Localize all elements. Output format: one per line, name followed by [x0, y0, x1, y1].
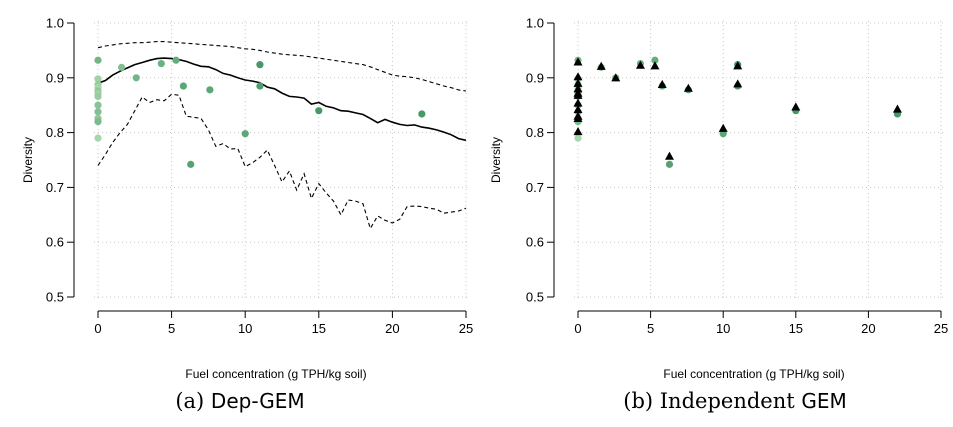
data-point	[241, 130, 249, 138]
triangle-point	[573, 78, 583, 87]
x-tick-label-4: 20	[861, 321, 875, 336]
x-tick-label-1: 5	[647, 321, 654, 336]
y-tick-label-3: 0.8	[526, 125, 544, 140]
x-tick-label-2: 10	[238, 321, 252, 336]
triangle-point	[573, 90, 583, 99]
x-tick-label-5: 25	[459, 321, 473, 336]
data-point	[94, 134, 102, 142]
data-point	[157, 59, 165, 68]
x-tick-label-0: 0	[574, 321, 581, 336]
data-point	[117, 63, 126, 71]
y-axis-label: Diversity	[489, 137, 503, 183]
y-tick-label-4: 0.9	[526, 70, 544, 85]
y-tick-label-0: 0.5	[526, 290, 544, 305]
y-tick-label-1: 0.6	[46, 235, 64, 250]
triangle-point	[657, 79, 667, 88]
data-point	[256, 61, 264, 69]
series-line-0	[97, 57, 467, 142]
y-tick-label-0: 0.5	[46, 290, 64, 305]
caption-a-name: Dep-GEM	[210, 389, 305, 413]
data-point	[94, 75, 102, 83]
triangle-point	[791, 102, 801, 111]
data-point	[206, 86, 214, 94]
x-tick-label-3: 15	[789, 321, 803, 336]
triangle-point	[573, 84, 583, 93]
x-tick-label-1: 5	[168, 321, 175, 336]
x-axis-label: Fuel concentration (g TPH/kg soil)	[663, 367, 844, 381]
x-tick-label-5: 25	[934, 321, 948, 336]
data-point	[94, 56, 102, 64]
triangle-point	[573, 113, 583, 122]
data-point	[94, 108, 102, 116]
triangle-point	[573, 98, 583, 107]
data-point	[651, 56, 659, 64]
y-tick-label-2: 0.7	[526, 180, 544, 195]
y-tick-label-3: 0.8	[46, 125, 64, 140]
triangle-point	[596, 61, 606, 70]
caption-a-prefix: (a)	[175, 389, 211, 413]
triangle-point	[718, 123, 728, 132]
data-point	[94, 92, 102, 101]
data-point	[315, 107, 323, 115]
caption-a: (a) Dep-GEM	[120, 383, 360, 419]
y-axis-label: Diversity	[21, 137, 35, 183]
triangle-point	[573, 72, 583, 81]
data-point	[665, 160, 674, 168]
y-tick-label-5: 1.0	[526, 16, 544, 31]
data-point	[94, 118, 102, 126]
data-point	[94, 101, 102, 109]
x-tick-label-3: 15	[312, 321, 326, 336]
triangle-point	[573, 127, 583, 136]
triangle-point	[733, 79, 743, 88]
y-tick-label-4: 0.9	[46, 70, 64, 85]
data-point	[574, 134, 582, 142]
series-line-2	[97, 93, 467, 230]
triangle-point	[683, 83, 693, 92]
triangle-point	[664, 151, 674, 160]
triangle-point	[635, 60, 645, 69]
data-point	[256, 82, 264, 90]
x-tick-label-2: 10	[716, 321, 730, 336]
data-point	[418, 110, 426, 118]
panel-b-independent-gem: 0.5 0.6 0.7 0.8 0.9 1.0 0 5 10 15 20 25 Fuel concent…	[489, 16, 948, 382]
series-line-1	[97, 41, 467, 92]
x-tick-label-4: 20	[385, 321, 399, 336]
data-point	[172, 56, 180, 64]
y-tick-label-5: 1.0	[46, 16, 64, 31]
triangle-point	[650, 61, 660, 70]
data-point	[719, 130, 727, 138]
x-axis-label: Fuel concentration (g TPH/kg soil)	[185, 367, 366, 381]
data-point	[132, 74, 140, 82]
triangle-point	[892, 104, 902, 113]
caption-b-prefix: (b) Independent	[623, 389, 802, 413]
y-tick-label-1: 0.6	[526, 235, 544, 250]
triangle-point	[573, 57, 583, 66]
data-point	[187, 160, 195, 168]
triangle-point	[611, 73, 621, 82]
triangle-point	[573, 105, 583, 114]
x-tick-label-0: 0	[94, 321, 101, 336]
panel-a-dep-gem: 0.5 0.6 0.7 0.8 0.9 1.0 0 5 10 15 20 25 Fuel concent…	[21, 16, 473, 382]
caption-b-name: GEM	[801, 389, 847, 413]
data-point	[179, 82, 187, 90]
y-tick-label-2: 0.7	[46, 180, 64, 195]
caption-b: (b) Independent GEM	[590, 383, 880, 419]
triangle-point	[733, 61, 743, 70]
